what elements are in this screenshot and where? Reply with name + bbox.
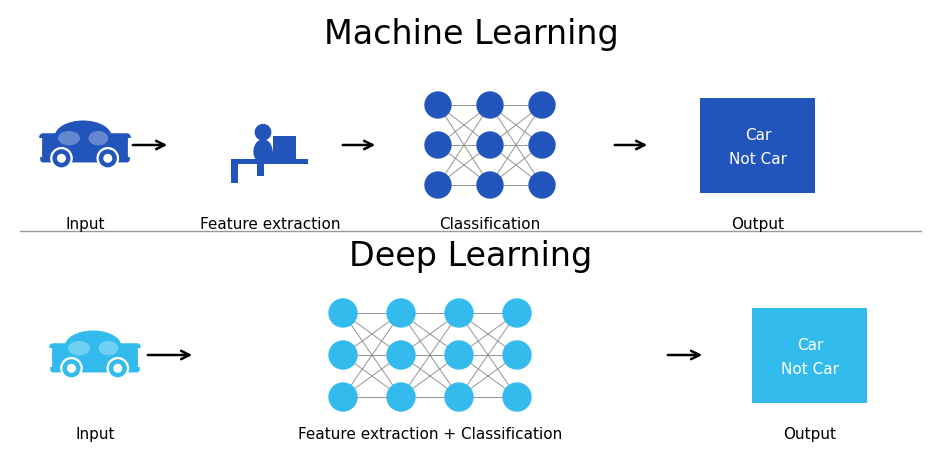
- FancyBboxPatch shape: [49, 344, 141, 372]
- Ellipse shape: [68, 341, 90, 356]
- Text: Feature extraction + Classification: Feature extraction + Classification: [298, 427, 562, 442]
- Circle shape: [503, 299, 531, 327]
- Circle shape: [63, 360, 80, 377]
- Text: Output: Output: [784, 427, 837, 442]
- Bar: [257, 158, 264, 176]
- Ellipse shape: [55, 120, 112, 153]
- Text: Car: Car: [745, 127, 772, 143]
- Circle shape: [387, 383, 415, 411]
- Text: Not Car: Not Car: [729, 152, 787, 168]
- Circle shape: [445, 383, 473, 411]
- Ellipse shape: [99, 341, 119, 356]
- Circle shape: [329, 299, 357, 327]
- Text: Classification: Classification: [439, 217, 541, 232]
- Bar: [231, 164, 238, 183]
- Circle shape: [329, 383, 357, 411]
- Circle shape: [255, 125, 271, 140]
- Circle shape: [53, 150, 70, 167]
- Ellipse shape: [56, 123, 111, 154]
- Bar: [40, 138, 131, 157]
- Text: Input: Input: [65, 217, 104, 232]
- Text: Machine Learning: Machine Learning: [324, 18, 618, 51]
- Circle shape: [425, 132, 451, 158]
- Circle shape: [114, 364, 121, 372]
- Circle shape: [477, 172, 503, 198]
- FancyBboxPatch shape: [700, 98, 816, 193]
- Circle shape: [445, 341, 473, 369]
- Bar: [49, 348, 140, 367]
- Circle shape: [104, 155, 112, 162]
- Ellipse shape: [58, 131, 80, 145]
- Circle shape: [61, 357, 82, 379]
- Circle shape: [445, 299, 473, 327]
- Circle shape: [503, 341, 531, 369]
- FancyBboxPatch shape: [42, 135, 128, 161]
- Circle shape: [97, 148, 119, 169]
- Circle shape: [51, 148, 72, 169]
- FancyBboxPatch shape: [50, 344, 140, 372]
- Circle shape: [109, 360, 126, 377]
- Bar: [49, 355, 140, 374]
- Ellipse shape: [88, 131, 108, 145]
- Ellipse shape: [253, 139, 273, 164]
- Circle shape: [503, 383, 531, 411]
- FancyBboxPatch shape: [40, 134, 130, 163]
- Circle shape: [68, 364, 75, 372]
- Circle shape: [529, 172, 555, 198]
- Ellipse shape: [65, 331, 121, 363]
- Ellipse shape: [66, 332, 120, 364]
- Circle shape: [425, 92, 451, 118]
- Text: Car: Car: [797, 338, 823, 352]
- Circle shape: [477, 132, 503, 158]
- Circle shape: [477, 92, 503, 118]
- Circle shape: [529, 132, 555, 158]
- Bar: [231, 158, 309, 164]
- Bar: [40, 145, 131, 164]
- Circle shape: [425, 172, 451, 198]
- Circle shape: [100, 150, 116, 167]
- Circle shape: [387, 299, 415, 327]
- FancyBboxPatch shape: [52, 345, 138, 371]
- Text: Not Car: Not Car: [781, 363, 839, 377]
- FancyBboxPatch shape: [40, 133, 131, 163]
- Text: Deep Learning: Deep Learning: [349, 240, 593, 273]
- Text: Feature extraction: Feature extraction: [199, 217, 341, 232]
- Circle shape: [57, 155, 65, 162]
- FancyBboxPatch shape: [753, 307, 868, 402]
- Text: Input: Input: [75, 427, 115, 442]
- FancyBboxPatch shape: [263, 151, 282, 160]
- Circle shape: [387, 341, 415, 369]
- Bar: [272, 158, 298, 163]
- Text: Output: Output: [731, 217, 785, 232]
- Circle shape: [329, 341, 357, 369]
- Bar: [274, 136, 296, 158]
- Circle shape: [107, 357, 128, 379]
- Circle shape: [529, 92, 555, 118]
